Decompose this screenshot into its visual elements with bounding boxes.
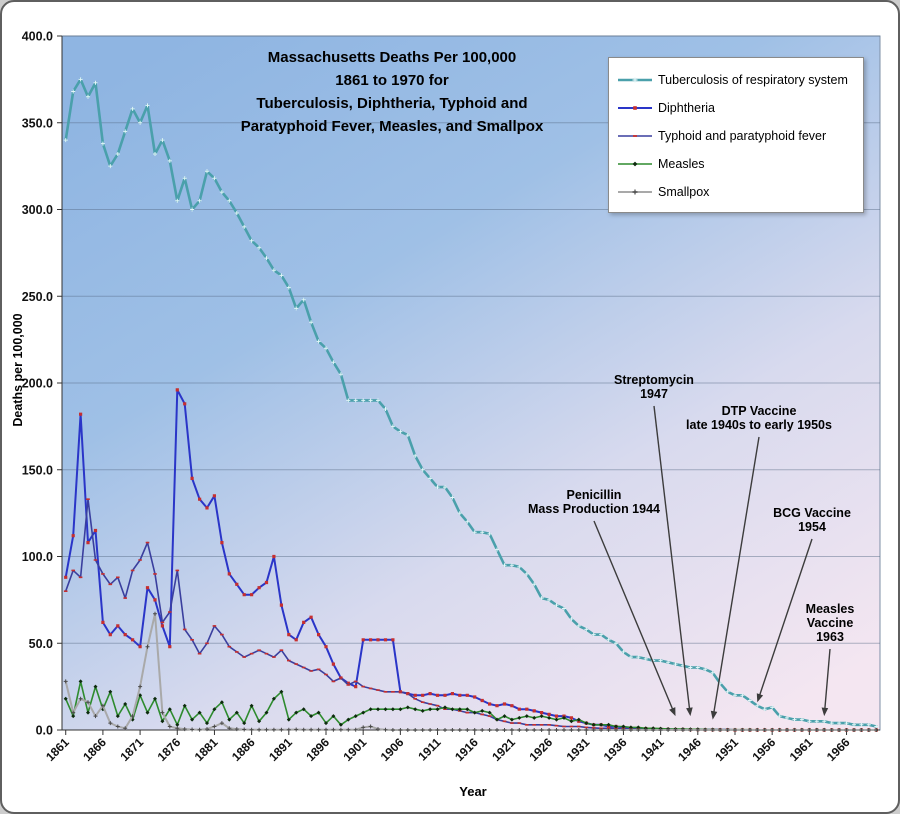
y-axis-tick-label: 50.0 bbox=[29, 637, 53, 651]
smallpox-line-icon bbox=[618, 189, 652, 195]
x-axis-tick-label: 1966 bbox=[824, 735, 853, 764]
y-axis-tick-label: 150.0 bbox=[22, 463, 53, 477]
x-axis-tick-label: 1896 bbox=[303, 735, 332, 764]
y-axis-tick-label: 100.0 bbox=[22, 550, 53, 564]
annotation-arrowhead bbox=[821, 707, 829, 717]
legend-label: Tuberculosis of respiratory system bbox=[658, 73, 848, 87]
x-axis-tick-label: 1921 bbox=[489, 735, 518, 764]
y-axis-tick-label: 0.0 bbox=[36, 724, 53, 738]
diphtheria-line-icon bbox=[618, 106, 652, 110]
x-axis-tick-label: 1906 bbox=[378, 735, 407, 764]
x-axis-tick-label: 1911 bbox=[415, 735, 444, 764]
y-axis-tick-label: 300.0 bbox=[22, 203, 53, 217]
legend-label: Smallpox bbox=[658, 185, 710, 199]
x-axis-tick-label: 1901 bbox=[341, 735, 370, 764]
x-axis-title: Year bbox=[459, 784, 487, 799]
annotation-arrow bbox=[713, 436, 760, 713]
legend-item-typhoid: Typhoid and paratyphoid fever bbox=[617, 122, 855, 150]
x-axis-tick-label: 1946 bbox=[675, 735, 704, 764]
tuberculosis-line-icon bbox=[618, 77, 652, 83]
chart-title-line: Massachusetts Deaths Per 100,000 bbox=[267, 49, 517, 66]
x-axis-tick-label: 1866 bbox=[80, 735, 109, 764]
series-markers-smallpox bbox=[63, 611, 879, 732]
chart-title-line: 1861 to 1970 for bbox=[335, 72, 449, 89]
annotation-arrow bbox=[593, 520, 674, 710]
x-axis-tick-label: 1951 bbox=[712, 735, 741, 764]
x-axis-tick-label: 1936 bbox=[601, 735, 630, 764]
x-axis-tick-label: 1876 bbox=[155, 735, 184, 764]
annotation-arrow bbox=[758, 538, 813, 696]
annotation-arrowhead bbox=[686, 707, 693, 717]
measles-line-icon bbox=[618, 161, 652, 167]
legend: Tuberculosis of respiratory system Dipht… bbox=[608, 57, 864, 213]
legend-item-measles: Measles bbox=[617, 150, 855, 178]
chart-title-line: Paratyphoid Fever, Measles, and Smallpox bbox=[240, 118, 544, 135]
annotation-arrowhead bbox=[669, 707, 676, 717]
chart-title-line: Tuberculosis, Diphtheria, Typhoid and bbox=[256, 95, 528, 112]
y-axis-title: Deaths per 100,000 bbox=[11, 313, 25, 427]
x-axis-tick-label: 1916 bbox=[452, 735, 481, 764]
legend-item-diphtheria: Diphtheria bbox=[617, 94, 855, 122]
legend-label: Measles bbox=[658, 157, 705, 171]
x-axis-tick-label: 1926 bbox=[526, 735, 555, 764]
chart-title: Massachusetts Deaths Per 100,000 1861 to… bbox=[132, 46, 652, 138]
y-axis-tick-label: 350.0 bbox=[22, 116, 53, 130]
x-axis-tick-label: 1891 bbox=[266, 735, 295, 764]
typhoid-line-icon bbox=[618, 135, 652, 137]
x-axis-tick-label: 1886 bbox=[229, 735, 258, 764]
series-markers-tuberculosis bbox=[63, 77, 879, 729]
x-axis-tick-label: 1961 bbox=[787, 735, 816, 764]
legend-label: Typhoid and paratyphoid fever bbox=[658, 129, 827, 143]
y-axis-tick-label: 400.0 bbox=[22, 30, 53, 44]
legend-label: Diphtheria bbox=[658, 101, 715, 115]
x-axis-tick-label: 1871 bbox=[117, 735, 146, 764]
y-axis-tick-label: 250.0 bbox=[22, 290, 53, 304]
annotation-arrow bbox=[653, 405, 691, 710]
x-axis-tick-label: 1941 bbox=[638, 735, 667, 764]
annotation-arrow bbox=[824, 648, 831, 710]
x-axis-tick-label: 1861 bbox=[43, 735, 72, 764]
x-axis-tick-label: 1931 bbox=[564, 735, 593, 764]
legend-item-tuberculosis: Tuberculosis of respiratory system bbox=[617, 66, 855, 94]
annotation-arrowhead bbox=[710, 710, 718, 720]
annotation-arrowhead bbox=[756, 693, 764, 703]
y-axis-tick-label: 200.0 bbox=[22, 377, 53, 391]
x-axis-tick-label: 1956 bbox=[750, 735, 779, 764]
x-axis-tick-label: 1881 bbox=[192, 735, 221, 764]
legend-item-smallpox: Smallpox bbox=[617, 178, 855, 206]
